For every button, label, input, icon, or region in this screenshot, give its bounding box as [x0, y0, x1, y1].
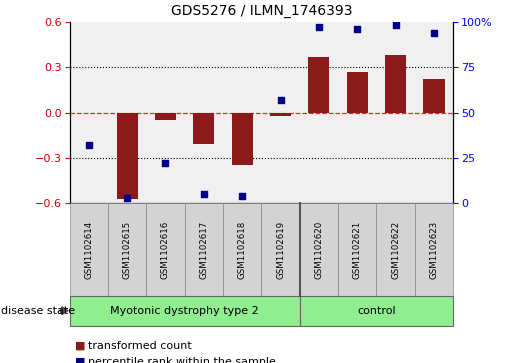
Text: GSM1102617: GSM1102617 [199, 220, 208, 279]
Bar [116, 113, 138, 199]
Point [391, 23, 400, 28]
Bar [232, 113, 253, 166]
Point [277, 97, 285, 103]
Point [200, 191, 208, 197]
Text: GSM1102615: GSM1102615 [123, 220, 131, 279]
Bar [308, 57, 330, 113]
Bar [385, 55, 406, 113]
Bar [270, 113, 291, 115]
Text: Myotonic dystrophy type 2: Myotonic dystrophy type 2 [110, 306, 259, 316]
Point [315, 24, 323, 30]
Text: ■: ■ [75, 357, 85, 363]
Text: disease state: disease state [1, 306, 75, 316]
Text: GSM1102619: GSM1102619 [276, 220, 285, 279]
Text: GSM1102618: GSM1102618 [238, 220, 247, 279]
Text: GSM1102620: GSM1102620 [315, 220, 323, 279]
Text: GSM1102614: GSM1102614 [84, 220, 93, 279]
Text: transformed count: transformed count [88, 340, 191, 351]
Bar [347, 72, 368, 113]
Text: GSM1102623: GSM1102623 [430, 220, 438, 279]
Point [238, 193, 246, 199]
Bar [423, 79, 444, 113]
Text: percentile rank within the sample: percentile rank within the sample [88, 357, 276, 363]
Bar [155, 113, 176, 120]
Text: GSM1102616: GSM1102616 [161, 220, 170, 279]
Bar [193, 113, 214, 144]
Point [430, 30, 438, 36]
Text: GSM1102621: GSM1102621 [353, 220, 362, 279]
Point [161, 160, 169, 166]
Text: control: control [357, 306, 396, 316]
Text: ■: ■ [75, 340, 85, 351]
Point [353, 26, 362, 32]
Title: GDS5276 / ILMN_1746393: GDS5276 / ILMN_1746393 [170, 4, 352, 18]
Point [123, 195, 131, 201]
Text: GSM1102622: GSM1102622 [391, 220, 400, 279]
Point [84, 142, 93, 148]
